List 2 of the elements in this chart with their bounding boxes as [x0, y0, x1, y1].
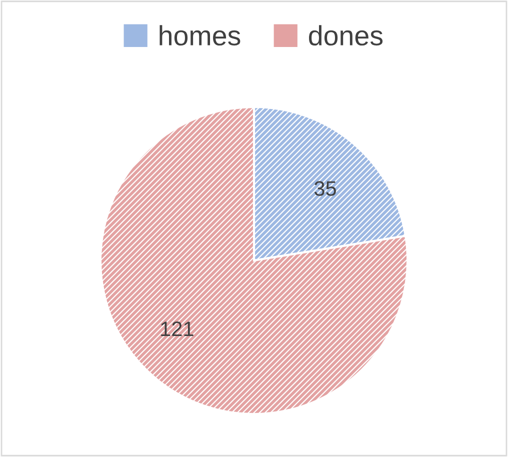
legend-label: dones [309, 25, 383, 46]
legend-label: homes [160, 25, 240, 46]
